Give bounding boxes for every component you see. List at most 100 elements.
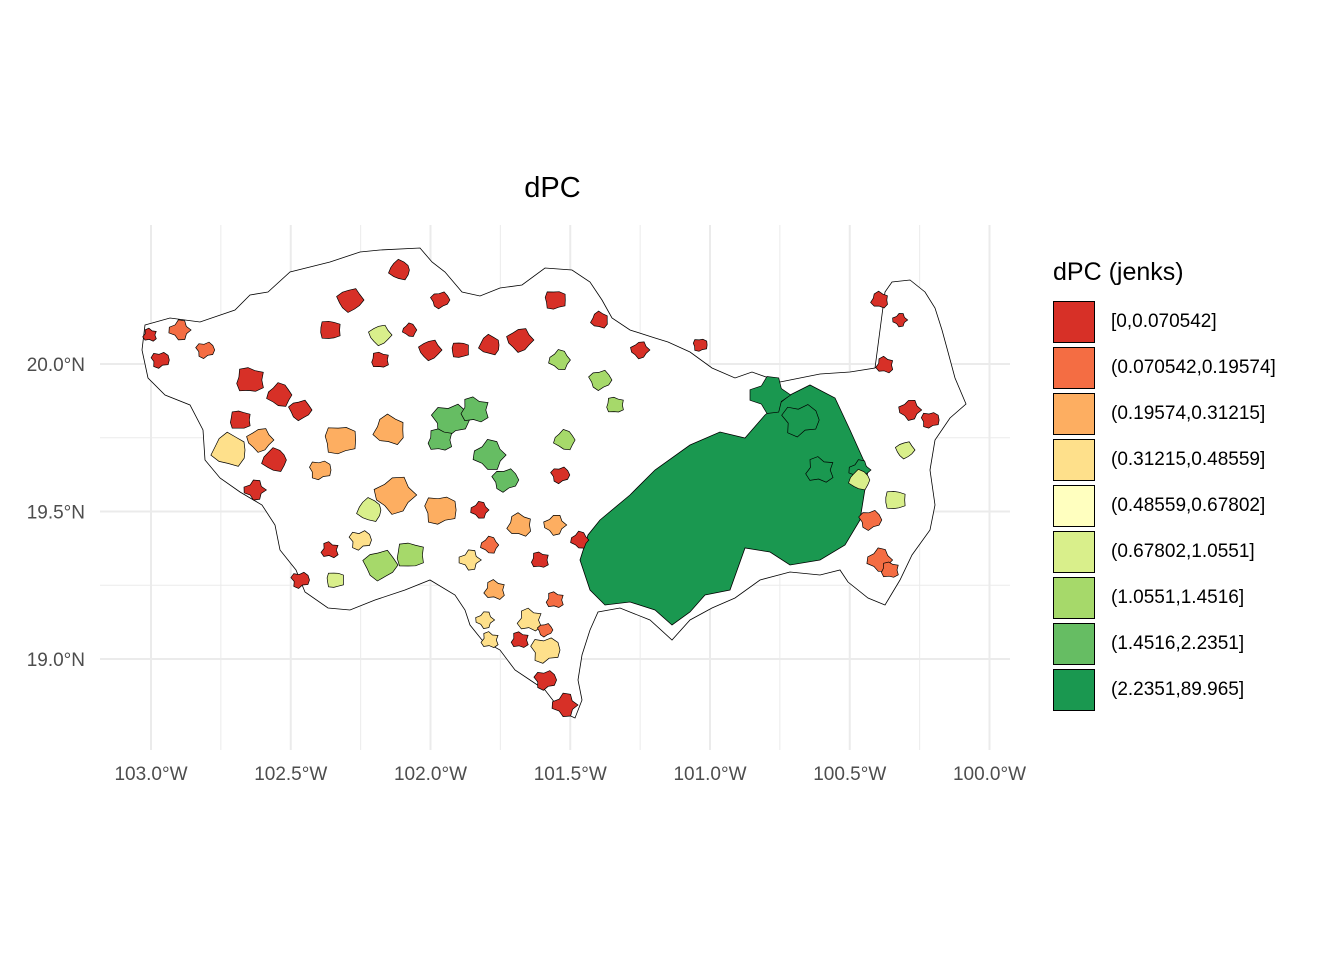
legend-swatch	[1053, 439, 1095, 481]
legend-swatch	[1053, 669, 1095, 711]
habitat-patch	[885, 491, 906, 509]
habitat-patch	[630, 341, 651, 360]
habitat-patch	[531, 551, 549, 568]
legend-label: (0.19574,0.31215]	[1111, 403, 1266, 424]
x-tick-label: 101.5°W	[534, 764, 607, 785]
habitat-patch	[530, 637, 561, 664]
habitat-patch	[544, 291, 566, 310]
habitat-patch	[606, 396, 624, 413]
study-region-outline	[141, 247, 967, 719]
habitat-patch	[570, 530, 590, 549]
legend-swatch	[1053, 531, 1095, 573]
habitat-patch	[472, 439, 507, 470]
legend-swatch	[1053, 485, 1095, 527]
habitat-patch	[424, 496, 457, 525]
habitat-patch	[545, 591, 564, 608]
legend-item: (0.31215,0.48559]	[1053, 437, 1276, 483]
legend-item: (2.2351,89.965]	[1053, 667, 1276, 713]
habitat-patch	[550, 466, 571, 485]
habitat-patch	[348, 530, 372, 551]
legend-swatch	[1053, 347, 1095, 389]
habitat-patch	[480, 631, 499, 648]
habitat-patch	[266, 382, 293, 407]
habitat-patch	[195, 341, 216, 360]
habitat-patch	[309, 460, 332, 481]
legend-item: (1.0551,1.4516]	[1053, 575, 1276, 621]
habitat-patch	[326, 572, 344, 588]
legend-swatch	[1053, 301, 1095, 343]
habitat-patch	[150, 352, 170, 369]
legend-item: (0.48559,0.67802]	[1053, 483, 1276, 529]
patches-layer	[142, 258, 940, 717]
y-tick-label: 19.0°N	[27, 650, 85, 671]
habitat-patch	[430, 291, 451, 310]
habitat-patch	[388, 258, 410, 281]
habitat-patch	[368, 324, 393, 347]
habitat-patch	[261, 447, 287, 472]
legend-label: (1.0551,1.4516]	[1111, 587, 1245, 608]
habitat-patch	[870, 290, 888, 309]
habitat-patch	[320, 320, 341, 339]
habitat-patch	[590, 310, 608, 329]
habitat-patch	[356, 497, 382, 522]
habitat-patch	[475, 611, 496, 629]
x-axis-labels: 103.0°W 102.5°W 102.0°W 101.5°W 101.0°W 100.5…	[114, 764, 1026, 785]
habitat-patch	[536, 623, 554, 638]
habitat-patch	[881, 561, 899, 578]
habitat-patch	[506, 328, 535, 353]
habitat-patch	[805, 456, 834, 483]
legend-item: [0,0.070542]	[1053, 299, 1276, 345]
habitat-patch	[460, 396, 489, 423]
habitat-patch	[371, 351, 389, 368]
habitat-patch	[892, 313, 909, 328]
habitat-patch	[373, 476, 418, 515]
habitat-patch	[781, 404, 820, 438]
habitat-patch	[858, 509, 883, 531]
habitat-patch	[401, 322, 418, 337]
legend-item: (0.67802,1.0551]	[1053, 529, 1276, 575]
legend-label: (0.67802,1.0551]	[1111, 541, 1255, 562]
legend-label: [0,0.070542]	[1111, 311, 1217, 332]
x-tick-label: 102.5°W	[254, 764, 327, 785]
habitat-patch	[543, 515, 568, 536]
habitat-patch	[210, 431, 246, 467]
habitat-patch	[480, 535, 500, 554]
y-tick-label: 19.5°N	[27, 503, 85, 524]
habitat-patch	[324, 427, 356, 455]
habitat-patch	[548, 349, 571, 371]
habitat-patch	[430, 403, 470, 438]
legend-swatch	[1053, 393, 1095, 435]
habitat-patch	[243, 479, 268, 501]
habitat-patch	[168, 319, 192, 341]
habitat-patch	[483, 579, 505, 600]
habitat-patch	[920, 412, 940, 429]
map-title: dPC	[524, 172, 581, 204]
habitat-patch	[142, 327, 157, 342]
x-tick-label: 100.0°W	[953, 764, 1026, 785]
habitat-patch	[894, 441, 916, 460]
habitat-patch	[491, 468, 520, 493]
habitat-patch	[553, 428, 576, 451]
habitat-patch	[362, 549, 399, 582]
legend: dPC (jenks) [0,0.070542] (0.070542,0.1957…	[1053, 258, 1276, 713]
habitat-patch	[516, 607, 542, 632]
legend-item: (0.19574,0.31215]	[1053, 391, 1276, 437]
habitat-patch	[288, 399, 313, 422]
habitat-patch-main	[579, 384, 869, 626]
legend-label: (0.070542,0.19574]	[1111, 357, 1276, 378]
legend-label: (0.48559,0.67802]	[1111, 495, 1266, 516]
legend-swatch	[1053, 577, 1095, 619]
habitat-patch	[692, 338, 708, 352]
habitat-patch	[898, 399, 923, 421]
habitat-patch	[396, 542, 424, 567]
habitat-patch	[458, 549, 482, 571]
legend-item: (1.4516,2.2351]	[1053, 621, 1276, 667]
habitat-patch	[848, 468, 871, 491]
legend-label: (0.31215,0.48559]	[1111, 449, 1266, 470]
x-tick-label: 101.0°W	[673, 764, 746, 785]
habitat-patch	[336, 288, 365, 313]
x-tick-label: 100.5°W	[813, 764, 886, 785]
habitat-patch	[749, 376, 792, 414]
habitat-patch	[533, 670, 557, 691]
habitat-patch	[506, 512, 531, 537]
